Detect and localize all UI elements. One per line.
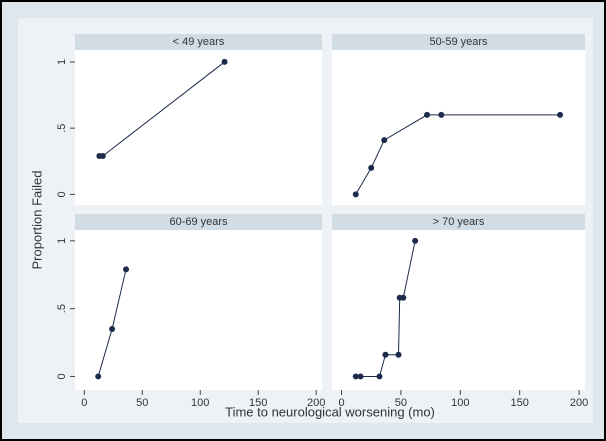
y-tick-label: 1 [56,238,68,244]
x-tick-label: 150 [510,397,528,409]
point [357,373,364,380]
y-axis-label: Proportion Failed [29,171,44,270]
panel-title: < 49 years [173,36,225,48]
x-tick-label: 100 [191,397,209,409]
panel-header [75,214,322,230]
point [221,58,228,65]
point [381,137,388,144]
point [557,111,564,118]
x-tick-label: 100 [451,397,469,409]
x-tick-label: 200 [570,397,588,409]
point [352,191,359,198]
point [109,325,116,332]
point [123,266,130,273]
point [376,373,383,380]
point [438,111,445,118]
point [400,294,407,301]
panel-title: > 70 years [433,216,485,228]
x-axis-label: Time to neurological worsening (mo) [225,404,435,419]
x-tick-label: 50 [136,397,148,409]
x-tick-label: 150 [249,397,267,409]
point [99,152,106,159]
point [424,111,431,118]
x-tick-label: 0 [81,397,87,409]
panel [332,230,585,390]
panel [332,50,585,205]
panel [75,50,322,205]
point [412,237,419,244]
point [395,351,402,358]
point [368,164,375,171]
y-tick-label: .5 [56,124,68,133]
panel-header [332,34,585,50]
y-tick-label: .5 [56,304,68,313]
y-tick-label: 0 [56,373,68,379]
panel [75,230,322,390]
panel-header [332,214,585,230]
point [382,351,389,358]
x-tick-label: 200 [307,397,325,409]
y-tick-label: 1 [56,59,68,65]
y-tick-label: 0 [56,191,68,197]
series-line [355,114,561,195]
panel-title: 50-59 years [429,36,488,48]
panel-header [75,34,322,50]
point [95,373,102,380]
x-tick-label: 50 [395,397,407,409]
panel-title: 60-69 years [169,216,228,228]
point [352,373,359,380]
x-tick-label: 0 [338,397,344,409]
